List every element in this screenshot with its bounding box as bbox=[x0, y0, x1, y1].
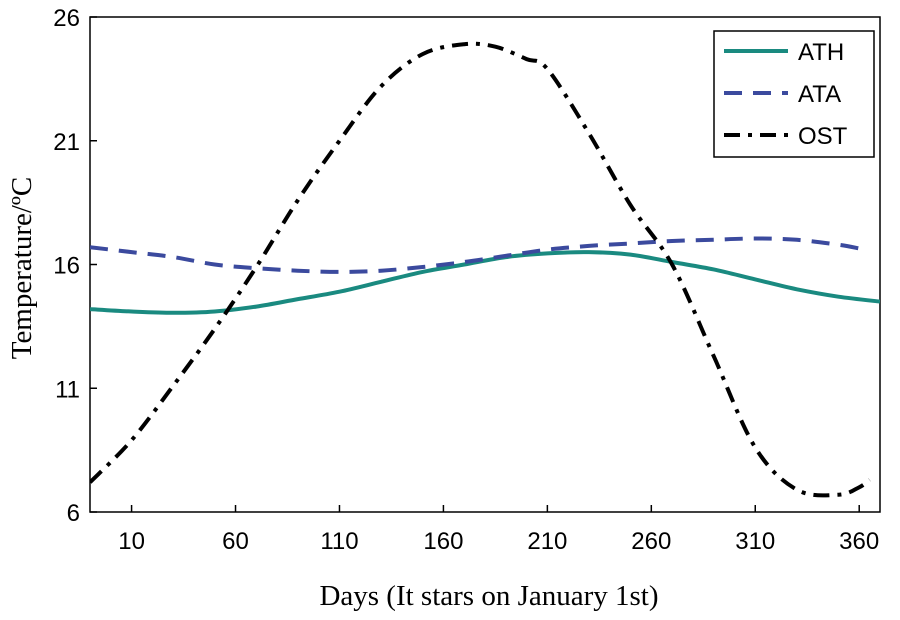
x-tick-label: 360 bbox=[839, 528, 879, 555]
x-axis-title: Days (It stars on January 1st) bbox=[319, 580, 658, 612]
series-line-ata bbox=[90, 236, 860, 274]
series-layer bbox=[90, 41, 880, 498]
x-tick-label: 110 bbox=[320, 528, 358, 555]
x-tick-label: 310 bbox=[735, 528, 775, 555]
y-tick-label: 11 bbox=[55, 376, 80, 403]
y-tick-label: 21 bbox=[53, 129, 80, 156]
x-tick-label: 60 bbox=[222, 528, 249, 555]
series-line-ost bbox=[90, 41, 871, 498]
ticks-layer: 10 60 110 160 210 260 310 360 6 11 16 21 26 bbox=[53, 5, 879, 555]
series-line-ath bbox=[90, 250, 880, 315]
x-tick-label: 260 bbox=[631, 528, 671, 555]
legend: ATH ATA OST bbox=[713, 30, 875, 158]
legend-label-ost: OST bbox=[798, 123, 848, 150]
y-tick-label: 26 bbox=[53, 5, 80, 32]
x-tick-label: 10 bbox=[118, 528, 145, 555]
x-tick-label: 160 bbox=[423, 528, 463, 555]
y-tick-label: 6 bbox=[67, 500, 80, 527]
y-axis-title: Temperature/ºC bbox=[6, 177, 38, 360]
legend-label-ata: ATA bbox=[798, 81, 841, 108]
y-tick-label: 16 bbox=[53, 253, 80, 280]
x-tick-label: 210 bbox=[527, 528, 567, 555]
legend-label-ath: ATH bbox=[798, 39, 844, 66]
